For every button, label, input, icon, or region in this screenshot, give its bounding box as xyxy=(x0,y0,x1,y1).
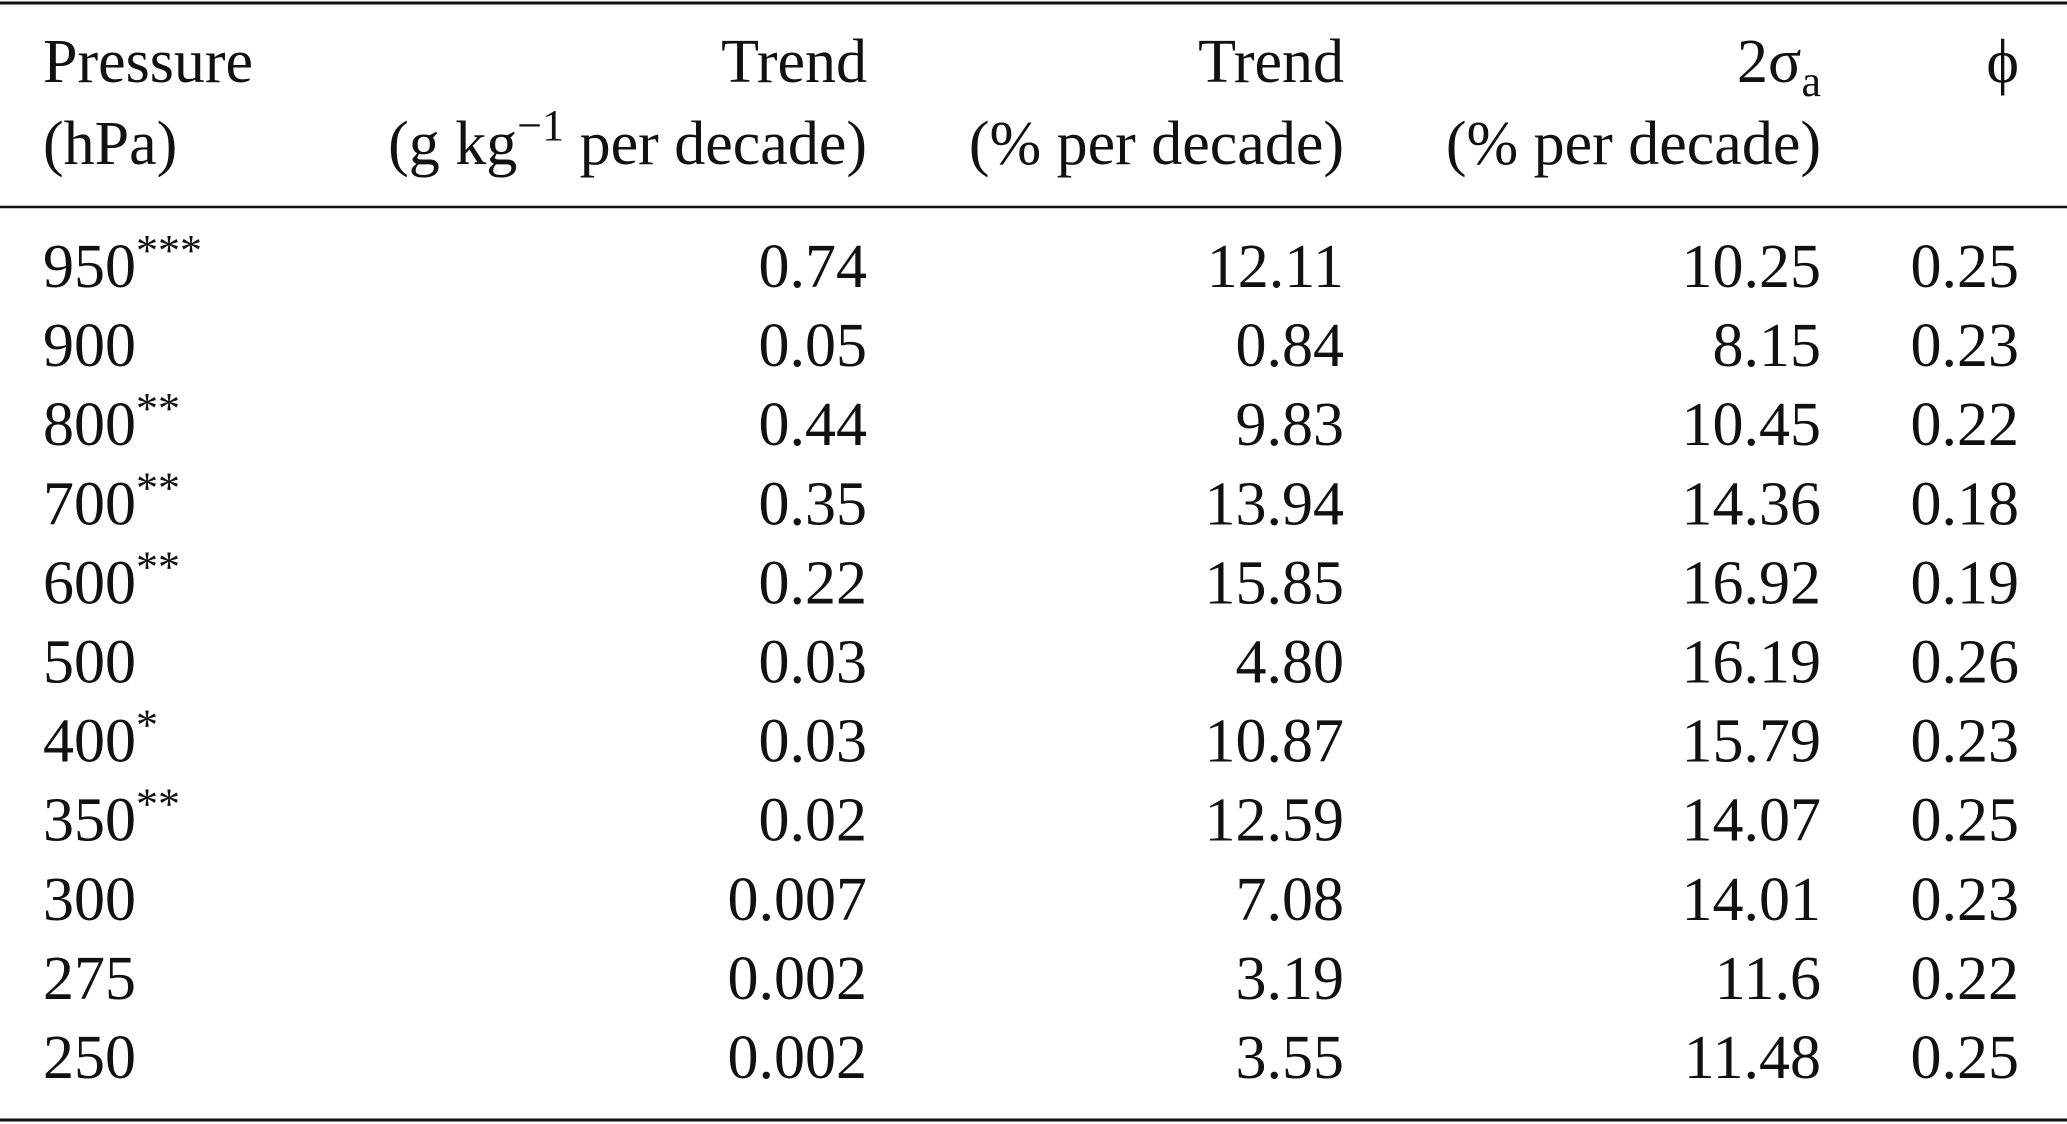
value-cell: 11.48 xyxy=(1684,1024,1821,1092)
value-cell: 13.94 xyxy=(1205,470,1345,538)
pressure: 275 xyxy=(43,945,136,1013)
value-cell: 10.87 xyxy=(1205,708,1345,776)
value-cell: 11.6 xyxy=(1715,945,1821,1013)
value-cell: 4.80 xyxy=(1236,629,1345,697)
value-cell: 0.22 xyxy=(1911,391,2020,459)
value-cell: 9.83 xyxy=(1236,391,1345,459)
significance-stars: ** xyxy=(136,780,180,829)
value-cell: 0.74 xyxy=(759,233,868,301)
value-cell: 0.84 xyxy=(1236,312,1345,380)
value-cell: 0.25 xyxy=(1911,787,2020,855)
value-cell: 0.26 xyxy=(1911,629,2020,697)
header-cell: Trend xyxy=(1198,28,1344,96)
pressure: 500 xyxy=(43,629,136,697)
value-cell: 0.44 xyxy=(759,391,868,459)
pressure-cell: 700** xyxy=(43,463,180,538)
pressure-cell: 900 xyxy=(43,312,136,380)
pressure-cell: 250 xyxy=(43,1024,136,1092)
value-cell: 15.79 xyxy=(1682,708,1822,776)
value-cell: 12.11 xyxy=(1207,233,1344,301)
value-cell: 10.25 xyxy=(1682,233,1822,301)
value-cell: 0.002 xyxy=(728,945,868,1013)
value-cell: 0.03 xyxy=(759,629,868,697)
pressure: 350 xyxy=(43,787,136,855)
value-cell: 3.19 xyxy=(1236,945,1345,1013)
value-cell: 0.23 xyxy=(1911,708,2020,776)
pressure-cell: 800** xyxy=(43,384,180,459)
pressure-cell: 275 xyxy=(43,945,136,1013)
header-cell: (g kg−1 per decade) xyxy=(388,101,867,178)
pressure: 800 xyxy=(43,391,136,459)
value-cell: 8.15 xyxy=(1713,312,1822,380)
value-cell: 3.55 xyxy=(1236,1024,1345,1092)
header-cell: Pressure xyxy=(43,28,253,96)
value-cell: 0.18 xyxy=(1911,470,2020,538)
pressure: 900 xyxy=(43,312,136,380)
pressure-cell: 950*** xyxy=(43,226,202,301)
value-cell: 7.08 xyxy=(1236,866,1345,934)
header-cell: 2σa xyxy=(1737,28,1821,106)
value-cell: 0.23 xyxy=(1911,866,2020,934)
value-cell: 0.22 xyxy=(759,549,868,617)
value-cell: 15.85 xyxy=(1205,549,1345,617)
value-cell: 14.36 xyxy=(1682,470,1822,538)
value-cell: 0.02 xyxy=(759,787,868,855)
value-cell: 0.22 xyxy=(1911,945,2020,1013)
header-cell: (% per decade) xyxy=(969,110,1344,178)
pressure-cell: 300 xyxy=(43,866,136,934)
significance-stars: *** xyxy=(136,226,202,275)
significance-stars: ** xyxy=(136,384,180,433)
header-cell-sup: −1 xyxy=(517,101,564,150)
significance-stars: ** xyxy=(136,542,180,591)
value-cell: 0.03 xyxy=(759,708,868,776)
value-cell: 0.002 xyxy=(728,1024,868,1092)
pressure-cell: 350** xyxy=(43,780,180,855)
header-cell-post: per decade) xyxy=(564,110,867,178)
pressure: 400 xyxy=(43,708,136,776)
value-cell: 10.45 xyxy=(1682,391,1822,459)
pressure: 600 xyxy=(43,549,136,617)
value-cell: 0.19 xyxy=(1911,549,2020,617)
value-cell: 0.25 xyxy=(1911,233,2020,301)
pressure-cell: 500 xyxy=(43,629,136,697)
header-cell: (% per decade) xyxy=(1446,110,1821,178)
pressure-cell: 600** xyxy=(43,542,180,617)
pressure: 700 xyxy=(43,470,136,538)
value-cell: 0.35 xyxy=(759,470,868,538)
value-cell: 16.19 xyxy=(1682,629,1822,697)
value-cell: 12.59 xyxy=(1205,787,1345,855)
pressure: 250 xyxy=(43,1024,136,1092)
header-cell-sub: a xyxy=(1801,57,1821,106)
pressure: 300 xyxy=(43,866,136,934)
pressure-cell: 400* xyxy=(43,701,158,776)
header-cell: (hPa) xyxy=(43,110,177,178)
value-cell: 0.25 xyxy=(1911,1024,2020,1092)
value-cell: 14.07 xyxy=(1682,787,1822,855)
header-cell-pre: (g kg xyxy=(388,110,517,178)
value-cell: 0.007 xyxy=(728,866,868,934)
value-cell: 0.05 xyxy=(759,312,868,380)
header-cell-pre: 2σ xyxy=(1737,28,1801,96)
value-cell: 0.23 xyxy=(1911,312,2020,380)
header-cell: ϕ xyxy=(1986,28,2019,96)
significance-stars: * xyxy=(136,701,158,750)
value-cell: 14.01 xyxy=(1682,866,1822,934)
significance-stars: ** xyxy=(136,463,180,512)
pressure: 950 xyxy=(43,233,136,301)
header-cell: Trend xyxy=(721,28,867,96)
value-cell: 16.92 xyxy=(1682,549,1822,617)
